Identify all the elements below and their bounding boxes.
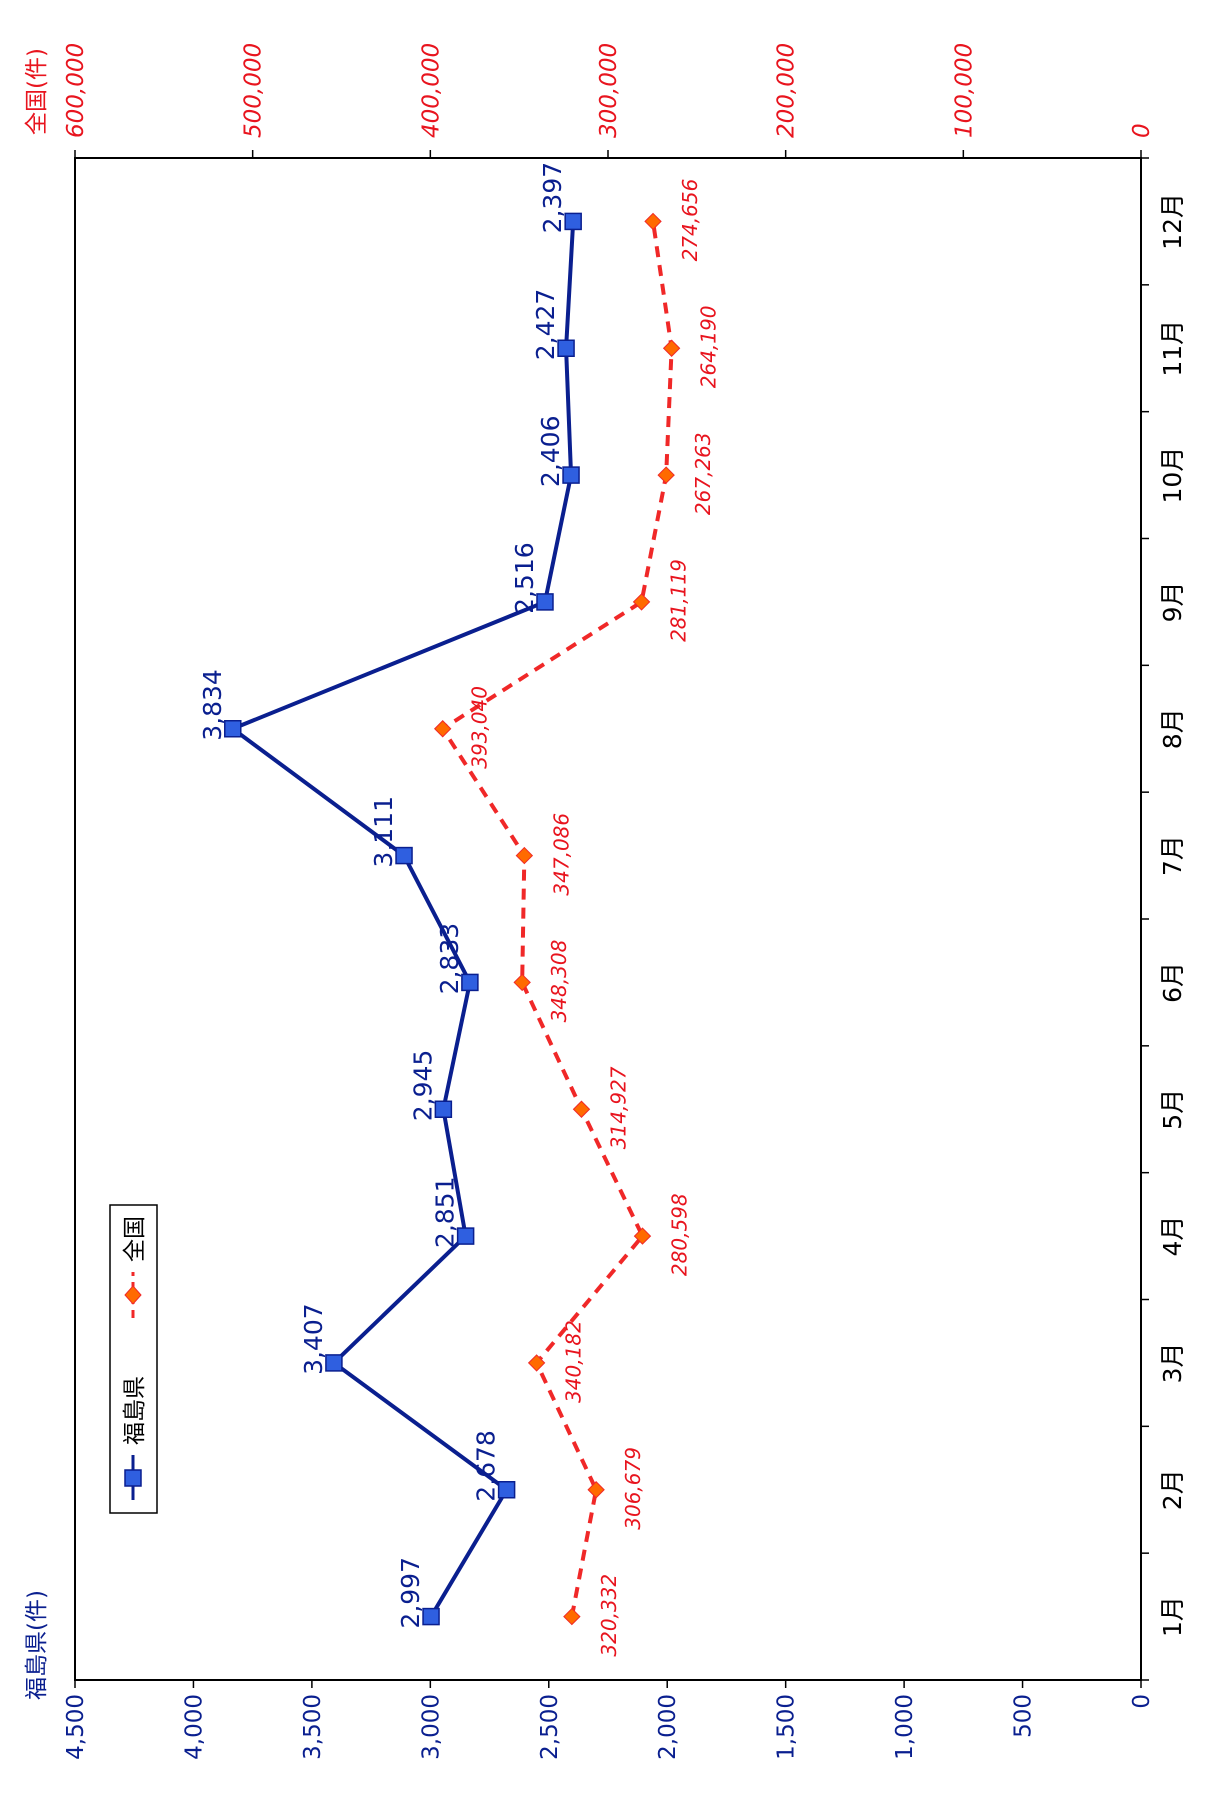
national-point bbox=[515, 846, 534, 865]
right-axis-tick-label: 600,000 bbox=[63, 43, 89, 138]
right-axis-tick-label: 300,000 bbox=[596, 43, 622, 138]
category-tick-label: 4月 bbox=[1158, 1216, 1187, 1257]
plot-area bbox=[74, 157, 1142, 1681]
national-data-label: 306,679 bbox=[621, 1447, 645, 1530]
legend-marker-fukushima bbox=[124, 1469, 142, 1487]
fukushima-point bbox=[562, 466, 580, 484]
category-tick-label: 1月 bbox=[1158, 1596, 1187, 1637]
fukushima-point bbox=[434, 1100, 453, 1118]
left-axis-tick-label: 500 bbox=[1011, 1694, 1037, 1738]
category-tick-label: 7月 bbox=[1158, 835, 1187, 876]
right-axis-tick-label: 200,000 bbox=[774, 43, 800, 138]
fukushima-point bbox=[422, 1607, 440, 1626]
national-point bbox=[657, 466, 675, 484]
national-point bbox=[433, 720, 452, 738]
category-tick-label: 2月 bbox=[1158, 1469, 1187, 1510]
fukushima-data-label: 2,427 bbox=[531, 289, 560, 361]
national-point bbox=[662, 339, 681, 357]
national-data-label: 393,040 bbox=[468, 686, 492, 769]
fukushima-point bbox=[395, 846, 413, 865]
category-tick-label: 6月 bbox=[1158, 962, 1187, 1003]
fukushima-point bbox=[564, 212, 582, 231]
series-line-fukushima bbox=[230, 221, 576, 1618]
left-axis-title: 福島県(件) bbox=[24, 1590, 50, 1700]
national-point bbox=[527, 1354, 546, 1372]
fukushima-point bbox=[224, 720, 242, 738]
fukushima-point bbox=[325, 1354, 343, 1372]
right-axis-ticks: 0 100,000 200,000 300,000 400,000 500,000 600,… bbox=[63, 43, 1155, 158]
fukushima-data-label: 2,516 bbox=[510, 542, 539, 614]
right-axis-tick-label: 500,000 bbox=[241, 43, 267, 138]
right-axis-tick-label: 400,000 bbox=[418, 43, 444, 138]
category-tick-label: 12月 bbox=[1158, 193, 1187, 250]
category-tick-label: 8月 bbox=[1158, 708, 1187, 749]
right-axis-tick-label: 0 bbox=[1129, 123, 1155, 138]
fukushima-data-label: 2,945 bbox=[408, 1050, 437, 1122]
fukushima-data-label: 3,111 bbox=[369, 796, 398, 868]
legend-label-fukushima: 福島県 bbox=[122, 1376, 148, 1445]
national-data-label: 320,332 bbox=[597, 1574, 621, 1657]
fukushima-data-label: 2,997 bbox=[396, 1557, 425, 1629]
national-point bbox=[563, 1607, 581, 1626]
left-axis-ticks: 0 500 1,000 1,500 2,000 2,500 3,000 3,500 4,000 4… bbox=[63, 1680, 1155, 1760]
legend-label-national: 全国 bbox=[122, 1216, 148, 1262]
series-layer bbox=[224, 212, 681, 1626]
national-data-label: 348,308 bbox=[547, 940, 571, 1023]
national-point bbox=[644, 212, 662, 231]
category-tick-label: 11月 bbox=[1158, 320, 1187, 377]
fukushima-point bbox=[456, 1227, 475, 1245]
national-data-label: 267,263 bbox=[691, 432, 715, 515]
fukushima-data-label: 2,397 bbox=[538, 162, 567, 234]
category-tick-label: 9月 bbox=[1158, 581, 1187, 622]
national-data-label: 264,190 bbox=[697, 306, 721, 389]
legend-marker-national bbox=[124, 1285, 142, 1305]
right-axis-title: 全国(件) bbox=[24, 48, 50, 135]
fukushima-data-label: 3,407 bbox=[299, 1303, 328, 1375]
fukushima-point bbox=[461, 973, 479, 992]
fukushima-point bbox=[497, 1481, 516, 1499]
data-labels-layer: 2,997 2,678 3,407 2,851 2,945 2,833 3,111 3,834… bbox=[198, 162, 721, 1657]
fukushima-point bbox=[557, 339, 575, 357]
fukushima-data-label: 2,406 bbox=[536, 416, 565, 488]
national-point bbox=[587, 1481, 605, 1499]
fukushima-data-label: 2,851 bbox=[431, 1177, 460, 1249]
national-data-label: 347,086 bbox=[549, 813, 573, 896]
left-axis-tick-label: 2,000 bbox=[655, 1694, 681, 1760]
category-tick-label: 3月 bbox=[1158, 1342, 1187, 1383]
left-axis-tick-label: 4,500 bbox=[63, 1694, 89, 1760]
category-axis-ticks: 1月 2月 3月 4月 5月 6月 7月 8月 9月 10月 11月 12月 bbox=[1141, 157, 1187, 1681]
category-tick-label: 5月 bbox=[1158, 1089, 1187, 1130]
national-data-label: 314,927 bbox=[606, 1066, 630, 1149]
left-axis-tick-label: 4,000 bbox=[181, 1694, 207, 1760]
national-data-label: 274,656 bbox=[678, 179, 702, 262]
left-axis-tick-label: 2,500 bbox=[537, 1694, 563, 1760]
national-data-label: 280,598 bbox=[667, 1193, 691, 1276]
national-point bbox=[632, 593, 651, 611]
national-data-label: 281,119 bbox=[667, 559, 691, 642]
national-point bbox=[633, 1227, 652, 1245]
left-axis-tick-label: 1,000 bbox=[892, 1694, 918, 1760]
fukushima-data-label: 3,834 bbox=[198, 669, 227, 741]
national-point bbox=[572, 1100, 591, 1118]
left-axis-tick-label: 0 bbox=[1129, 1694, 1155, 1709]
left-axis-tick-label: 3,500 bbox=[300, 1694, 326, 1760]
left-axis-tick-label: 3,000 bbox=[418, 1694, 444, 1760]
left-axis-tick-label: 1,500 bbox=[774, 1694, 800, 1760]
national-point bbox=[513, 973, 531, 992]
fukushima-data-label: 2,678 bbox=[472, 1430, 501, 1502]
fukushima-data-label: 2,833 bbox=[435, 923, 464, 995]
right-axis-tick-label: 100,000 bbox=[951, 43, 977, 138]
category-tick-label: 10月 bbox=[1158, 447, 1187, 504]
legend: 福島県 全国 bbox=[109, 1204, 158, 1514]
national-data-label: 340,182 bbox=[562, 1320, 586, 1403]
fukushima-point bbox=[536, 593, 554, 611]
